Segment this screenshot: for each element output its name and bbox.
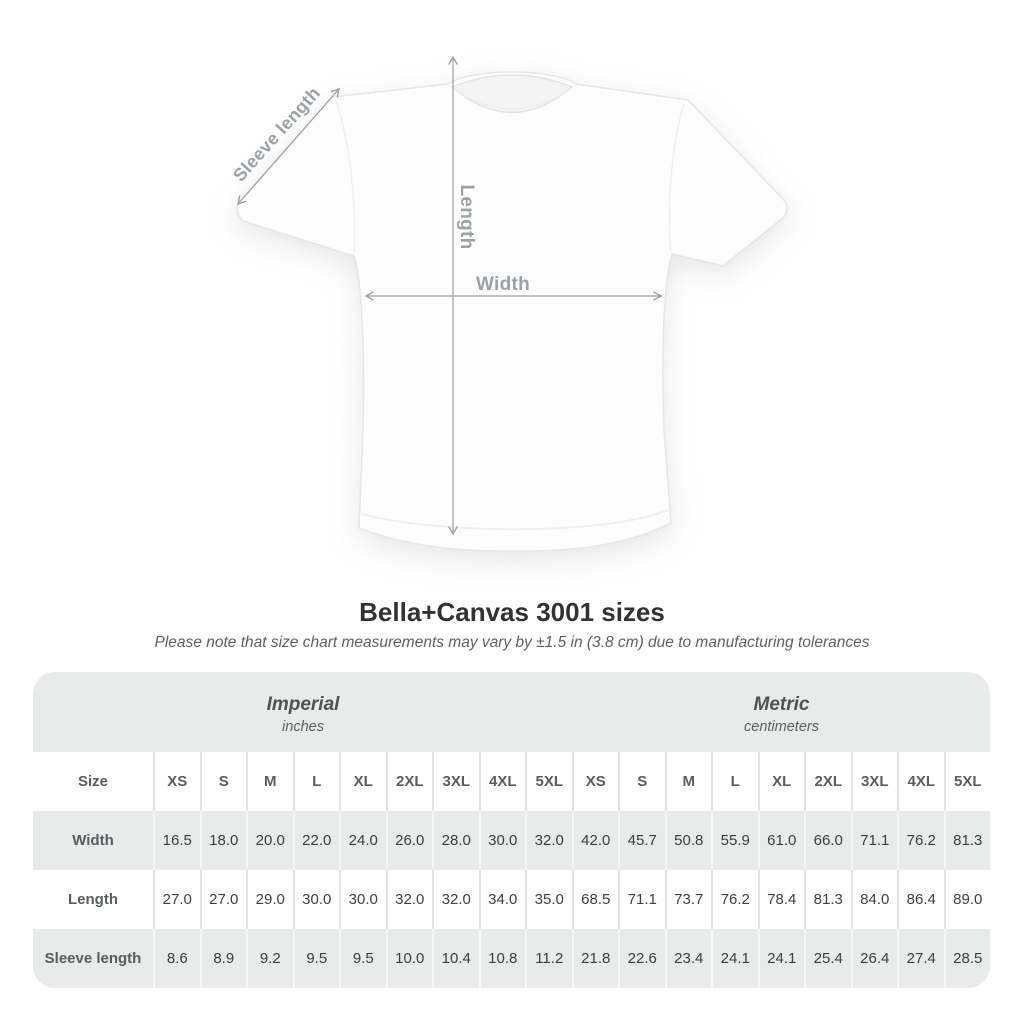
measurement-cell: 81.3 (806, 870, 851, 929)
measurement-cell: 27.0 (155, 870, 200, 929)
measurement-cell: 10.0 (387, 929, 432, 988)
measurement-cell: 29.0 (248, 870, 293, 929)
imperial-unit-label: inches (282, 718, 324, 735)
measurement-cell: 24.1 (759, 929, 804, 988)
measurement-cell: 28.5 (945, 929, 990, 988)
measurement-cell: 24.1 (713, 929, 758, 988)
tolerance-note: Please note that size chart measurements… (154, 634, 870, 651)
measurement-cell: 8.6 (155, 929, 200, 988)
tshirt-collar (450, 74, 574, 114)
measurement-cell: 32.0 (434, 870, 479, 929)
size-column-header: XL (759, 752, 804, 811)
size-column-header: 2XL (387, 752, 432, 811)
measurement-cell: 32.0 (527, 811, 572, 870)
size-column-header: 4XL (899, 752, 944, 811)
measurement-cell: 23.4 (666, 929, 711, 988)
size-column-header: XS (155, 752, 200, 811)
row-label-sleeve-length: Sleeve length (33, 929, 153, 988)
measurement-cell: 27.4 (899, 929, 944, 988)
size-column-header: S (620, 752, 665, 811)
size-column-header: 5XL (527, 752, 572, 811)
measurement-cell: 21.8 (573, 929, 618, 988)
size-column-header: 2XL (806, 752, 851, 811)
measurement-cell: 68.5 (573, 870, 618, 929)
metric-label: Metric (753, 693, 810, 715)
measurement-cell: 42.0 (573, 811, 618, 870)
size-column-header: 3XL (852, 752, 897, 811)
size-column-header: S (201, 752, 246, 811)
size-column-header: M (248, 752, 293, 811)
size-column-header: L (294, 752, 339, 811)
tshirt-illustration (236, 55, 788, 552)
measurement-cell: 25.4 (806, 929, 851, 988)
measurement-cell: 26.4 (852, 929, 897, 988)
measurement-cell: 30.0 (480, 811, 525, 870)
row-label-length: Length (33, 870, 153, 929)
measurement-cell: 32.0 (387, 870, 432, 929)
measurement-cell: 61.0 (759, 811, 804, 870)
sleeve-length-arrow (237, 87, 340, 206)
imperial-label: Imperial (266, 693, 340, 715)
size-column-header: XL (341, 752, 386, 811)
measurement-cell: 89.0 (945, 870, 990, 929)
table-row-width: Width 16.5 18.0 20.0 22.0 24.0 26.0 28.0 30.0 32… (33, 811, 990, 870)
measurement-cell: 71.1 (852, 811, 897, 870)
size-column-header: 5XL (945, 752, 990, 811)
measurement-cell: 34.0 (480, 870, 525, 929)
imperial-group-header: Imperial inches (33, 672, 573, 752)
unit-group-header-row: Imperial inches Metric centimeters (33, 672, 990, 752)
tshirt-collar-seam (454, 89, 570, 110)
measurement-cell: 28.0 (434, 811, 479, 870)
table-row-sleeve-length: Sleeve length 8.6 8.9 9.2 9.5 9.5 10.0 10.4 10.… (33, 929, 990, 988)
measurement-cell: 73.7 (666, 870, 711, 929)
measurement-cell: 27.0 (201, 870, 246, 929)
metric-group-header: Metric centimeters (573, 672, 990, 752)
page-title: Bella+Canvas 3001 sizes (359, 597, 665, 627)
tshirt-hem-seam (361, 509, 669, 531)
size-corner-header: Size (33, 752, 153, 811)
measurement-cell: 81.3 (945, 811, 990, 870)
size-column-header: L (713, 752, 758, 811)
measurement-cell: 55.9 (713, 811, 758, 870)
measurement-cell: 45.7 (620, 811, 665, 870)
measurement-cell: 66.0 (806, 811, 851, 870)
measurement-cell: 9.5 (294, 929, 339, 988)
measurement-cell: 71.1 (620, 870, 665, 929)
tshirt-armhole-seam-left (335, 99, 356, 255)
measurement-cell: 35.0 (527, 870, 572, 929)
table-row-length: Length 27.0 27.0 29.0 30.0 30.0 32.0 32.0 34.0 3… (33, 870, 990, 929)
measurement-cell: 24.0 (341, 811, 386, 870)
measurement-cell: 9.5 (341, 929, 386, 988)
measurement-cell: 9.2 (248, 929, 293, 988)
size-chart-card: Imperial inches Metric centimeters Size … (33, 672, 990, 988)
measurement-cell: 30.0 (341, 870, 386, 929)
metric-unit-label: centimeters (744, 718, 819, 735)
size-header-row: Size XS S M L XL 2XL 3XL 4XL 5XL XS S M L XL 2XL 3XL 4XL… (33, 752, 990, 811)
size-column-header: 3XL (434, 752, 479, 811)
measurement-cell: 50.8 (666, 811, 711, 870)
measurement-cell: 30.0 (294, 870, 339, 929)
measurement-cell: 20.0 (248, 811, 293, 870)
size-column-header: M (666, 752, 711, 811)
measurement-cell: 10.8 (480, 929, 525, 988)
measurement-cell: 76.2 (899, 811, 944, 870)
row-label-width: Width (33, 811, 153, 870)
tshirt-body (236, 71, 788, 552)
measurement-cell: 86.4 (899, 870, 944, 929)
measurement-cell: 22.6 (620, 929, 665, 988)
measurement-cell: 84.0 (852, 870, 897, 929)
measurement-cell: 18.0 (201, 811, 246, 870)
measurement-cell: 76.2 (713, 870, 758, 929)
tshirt-armhole-seam-right (668, 102, 685, 253)
measurement-cell: 22.0 (294, 811, 339, 870)
measurement-cell: 78.4 (759, 870, 804, 929)
size-column-header: XS (573, 752, 618, 811)
measurement-cell: 11.2 (527, 929, 572, 988)
measurement-cell: 26.0 (387, 811, 432, 870)
measurement-cell: 8.9 (201, 929, 246, 988)
measurement-cell: 16.5 (155, 811, 200, 870)
measurement-cell: 10.4 (434, 929, 479, 988)
size-column-header: 4XL (480, 752, 525, 811)
